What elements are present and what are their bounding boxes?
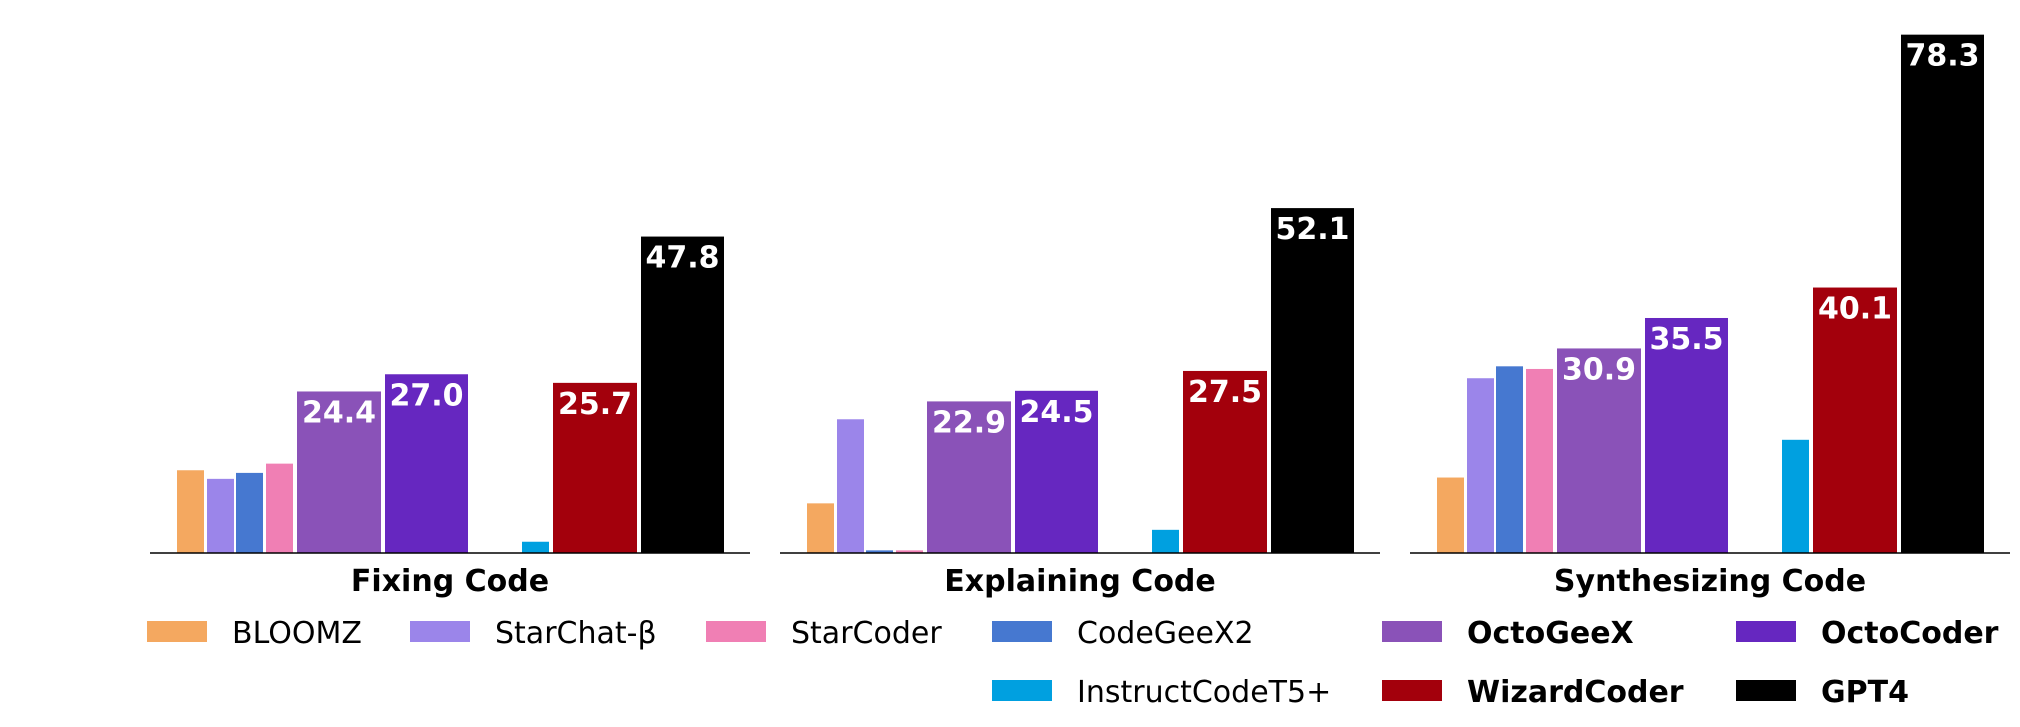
legend-swatch	[1736, 621, 1796, 642]
legend-label: GPT4	[1821, 675, 1909, 710]
chart-panels: 24.4 27.0 25.7 47.8 Fixing Code 22.9 24.5 27.5 5…	[150, 34, 2010, 599]
bar-gpt4-synthesizing-code	[1901, 34, 1984, 554]
bar-codegeex2-explaining-code	[866, 550, 893, 553]
bar-starchat-explaining-code	[837, 419, 864, 553]
legend-label: InstructCodeT5+	[1077, 675, 1331, 710]
data-label-wizardcoder-fixing-code: 25.7	[558, 387, 632, 422]
legend-item-instructcodet5: InstructCodeT5+	[992, 675, 1331, 710]
tick-label-fixing-code: Fixing Code	[351, 564, 549, 599]
data-label-octogeex-fixing-code: 24.4	[302, 395, 376, 430]
legend-swatch	[1382, 680, 1442, 701]
bar-instructcodet5-fixing-code	[522, 541, 549, 553]
legend-swatch	[992, 680, 1052, 701]
data-label-wizardcoder-synthesizing-code: 40.1	[1818, 292, 1892, 327]
data-label-gpt4-explaining-code: 52.1	[1275, 212, 1349, 247]
legend-label: StarChat-β	[495, 616, 657, 651]
bar-starcoder-synthesizing-code	[1526, 368, 1553, 553]
legend-item-gpt4: GPT4	[1736, 675, 1909, 710]
data-label-octocoder-fixing-code: 27.0	[389, 378, 463, 413]
legend-label: OctoCoder	[1821, 616, 1999, 651]
legend-item-bloomz: BLOOMZ	[147, 616, 362, 651]
bar-wizardcoder-fixing-code	[553, 382, 637, 553]
bar-codegeex2-synthesizing-code	[1496, 366, 1523, 553]
data-label-octogeex-synthesizing-code: 30.9	[1562, 352, 1636, 387]
bar-octocoder-synthesizing-code	[1645, 317, 1728, 553]
data-label-wizardcoder-explaining-code: 27.5	[1188, 375, 1262, 410]
bar-bloomz-synthesizing-code	[1437, 477, 1464, 553]
legend-item-wizardcoder: WizardCoder	[1382, 675, 1684, 710]
legend-label: StarCoder	[791, 616, 942, 651]
bar-starchat-synthesizing-code	[1467, 378, 1494, 553]
legend-item-starchat: StarChat-β	[410, 616, 657, 651]
bar-wizardcoder-explaining-code	[1183, 370, 1267, 553]
bar-octocoder-explaining-code	[1015, 390, 1098, 553]
legend-item-octogeex: OctoGeeX	[1382, 616, 1634, 651]
bar-bloomz-explaining-code	[807, 503, 834, 553]
bar-instructcodet5-explaining-code	[1152, 529, 1179, 553]
legend-swatch	[1382, 621, 1442, 642]
legend-label: BLOOMZ	[232, 616, 362, 651]
legend-swatch	[410, 621, 470, 642]
data-label-octocoder-explaining-code: 24.5	[1019, 395, 1093, 430]
bar-octogeex-synthesizing-code	[1557, 348, 1641, 553]
bar-starcoder-fixing-code	[266, 463, 293, 553]
bar-gpt4-fixing-code	[641, 236, 724, 553]
bar-octocoder-fixing-code	[385, 374, 468, 553]
legend-swatch	[1736, 680, 1796, 701]
bar-gpt4-explaining-code	[1271, 208, 1354, 553]
legend-label: WizardCoder	[1467, 675, 1684, 710]
data-label-octocoder-synthesizing-code: 35.5	[1649, 322, 1723, 357]
legend-item-codegeex2: CodeGeeX2	[992, 616, 1254, 651]
panel-synthesizing-code: 30.9 35.5 40.1 78.3 Synthesizing Code	[1410, 34, 2010, 599]
bar-instructcodet5-synthesizing-code	[1782, 439, 1809, 553]
bar-starcoder-explaining-code	[896, 550, 923, 553]
bar-bloomz-fixing-code	[177, 470, 204, 553]
legend-swatch	[706, 621, 766, 642]
bar-starchat-fixing-code	[207, 478, 234, 553]
panel-explaining-code: 22.9 24.5 27.5 52.1 Explaining Code	[780, 208, 1380, 599]
bar-octogeex-fixing-code	[297, 391, 381, 553]
data-label-gpt4-fixing-code: 47.8	[645, 241, 719, 276]
legend-item-octocoder: OctoCoder	[1736, 616, 1999, 651]
data-label-octogeex-explaining-code: 22.9	[932, 405, 1006, 440]
data-label-gpt4-synthesizing-code: 78.3	[1905, 39, 1979, 74]
tick-label-synthesizing-code: Synthesizing Code	[1554, 564, 1866, 599]
tick-label-explaining-code: Explaining Code	[944, 564, 1216, 599]
bar-codegeex2-fixing-code	[236, 472, 263, 553]
bar-wizardcoder-synthesizing-code	[1813, 287, 1897, 553]
legend-item-starcoder: StarCoder	[706, 616, 942, 651]
legend: BLOOMZ StarChat-β StarCoder CodeGeeX2 OctoGe…	[147, 616, 1999, 710]
legend-label: OctoGeeX	[1467, 616, 1634, 651]
legend-swatch	[147, 621, 207, 642]
bar-octogeex-explaining-code	[927, 401, 1011, 553]
legend-swatch	[992, 621, 1052, 642]
legend-label: CodeGeeX2	[1077, 616, 1254, 651]
panel-fixing-code: 24.4 27.0 25.7 47.8 Fixing Code	[150, 236, 750, 599]
